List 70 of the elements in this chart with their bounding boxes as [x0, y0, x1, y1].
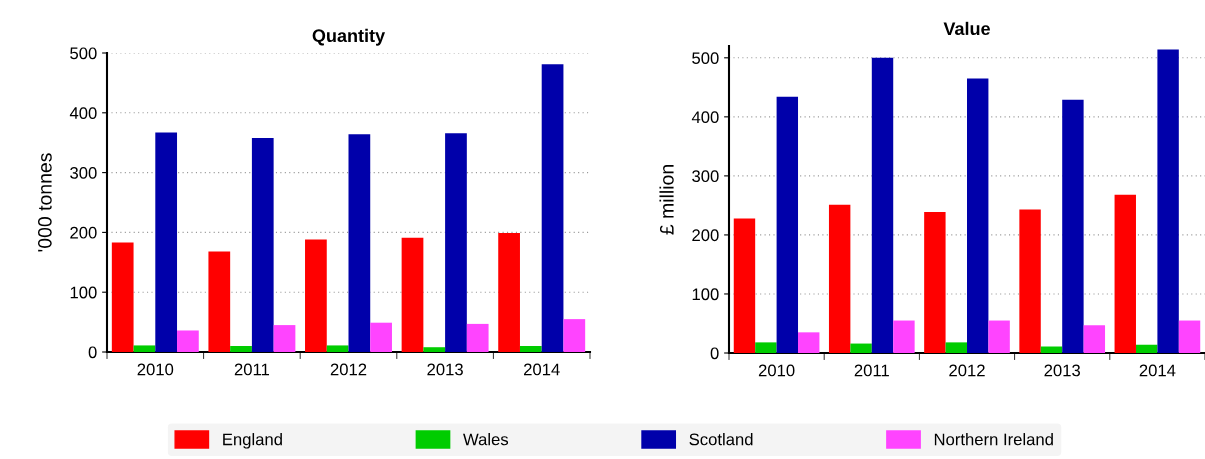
y-tick-label: 0	[710, 347, 719, 360]
bar	[1178, 320, 1201, 353]
bar	[177, 330, 199, 352]
bar	[893, 320, 915, 353]
bar	[798, 332, 820, 353]
x-tick-label: 2013	[427, 363, 463, 376]
y-tick-label: 200	[70, 226, 97, 239]
legend-label: Scotland	[689, 433, 753, 446]
bar	[326, 345, 349, 352]
chart-title: Quantity	[312, 28, 386, 46]
bar	[1083, 325, 1106, 353]
bar	[111, 242, 134, 352]
x-tick-label: 2011	[234, 363, 270, 376]
bar	[133, 345, 156, 352]
bar	[563, 319, 586, 352]
x-tick-label: 2010	[758, 364, 795, 377]
bar	[967, 78, 989, 353]
bar	[733, 218, 756, 353]
y-axis-title: '000 tonnes	[37, 153, 52, 252]
bar	[1062, 99, 1084, 353]
bar	[1135, 344, 1158, 353]
bar	[208, 251, 231, 352]
bar	[445, 133, 467, 352]
x-tick-label: 2013	[1044, 364, 1081, 377]
legend-label: Wales	[463, 433, 509, 446]
bar	[230, 346, 252, 352]
bar	[988, 320, 1010, 353]
bar	[498, 233, 520, 352]
x-tick-label: 2012	[949, 364, 985, 377]
bar	[519, 346, 542, 352]
y-tick-label: 0	[88, 346, 97, 359]
bar	[850, 343, 872, 353]
bar	[348, 134, 371, 352]
y-tick-label: 400	[69, 107, 97, 119]
y-tick-label: 300	[70, 167, 97, 179]
bar	[1019, 209, 1041, 353]
x-tick-label: 2010	[137, 363, 174, 376]
bar	[1040, 346, 1063, 353]
y-tick-label: 200	[692, 229, 719, 242]
legend-label: England	[223, 433, 282, 449]
y-tick-label: 500	[70, 47, 97, 60]
y-tick-label: 400	[691, 111, 719, 124]
chart-title: Value	[943, 21, 990, 36]
bar	[1157, 49, 1179, 353]
bar	[305, 239, 327, 352]
bar	[1114, 194, 1136, 353]
x-tick-label: 2012	[330, 363, 367, 376]
bar	[776, 96, 799, 353]
bar	[755, 342, 777, 353]
x-tick-label: 2014	[1139, 364, 1176, 377]
y-tick-label: 500	[692, 52, 719, 65]
bar	[401, 237, 424, 352]
bar	[251, 137, 274, 352]
bar	[466, 323, 489, 352]
bar	[370, 322, 392, 352]
bar	[871, 57, 894, 353]
y-tick-label: 100	[70, 286, 97, 299]
y-axis-title: £ million	[659, 165, 674, 235]
y-tick-label: 300	[692, 170, 719, 183]
y-tick-label: 100	[692, 288, 719, 301]
x-tick-label: 2014	[524, 363, 560, 376]
bar	[828, 204, 851, 353]
bar	[423, 347, 446, 352]
bar	[924, 211, 946, 353]
legend-label: Northern Ireland	[934, 433, 1053, 446]
bar	[945, 342, 967, 353]
bar	[155, 132, 178, 352]
bar	[541, 64, 564, 352]
x-tick-label: 2011	[854, 364, 889, 377]
bar	[273, 325, 296, 352]
